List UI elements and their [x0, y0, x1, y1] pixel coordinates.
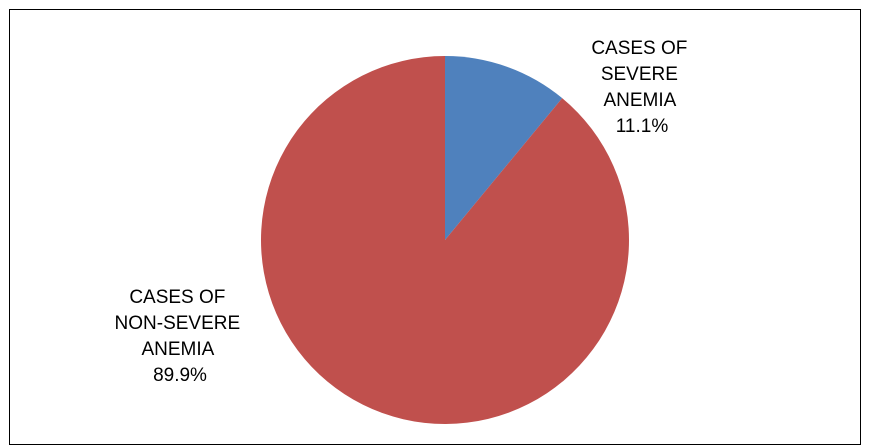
severe-label-line-1: CASES OF	[591, 38, 687, 59]
slice-label-non-severe: CASES OF NON-SEVERE ANEMIA 89.9%	[115, 287, 246, 386]
non-severe-label-line-3: ANEMIA	[141, 339, 214, 360]
non-severe-percent-label: 89.9%	[153, 365, 207, 386]
non-severe-label-line-2: NON-SEVERE	[115, 313, 241, 334]
pie-slices	[261, 56, 629, 425]
pie-slice-severe	[445, 56, 563, 240]
pie-slice-non-severe	[261, 56, 629, 425]
severe-label-line-2: SEVERE	[601, 64, 678, 85]
slice-label-severe: CASES OF SEVERE ANEMIA 11.1%	[591, 38, 692, 137]
non-severe-label-line-1: CASES OF	[129, 287, 225, 308]
severe-percent-label: 11.1%	[616, 116, 669, 137]
severe-label-line-3: ANEMIA	[603, 90, 676, 111]
